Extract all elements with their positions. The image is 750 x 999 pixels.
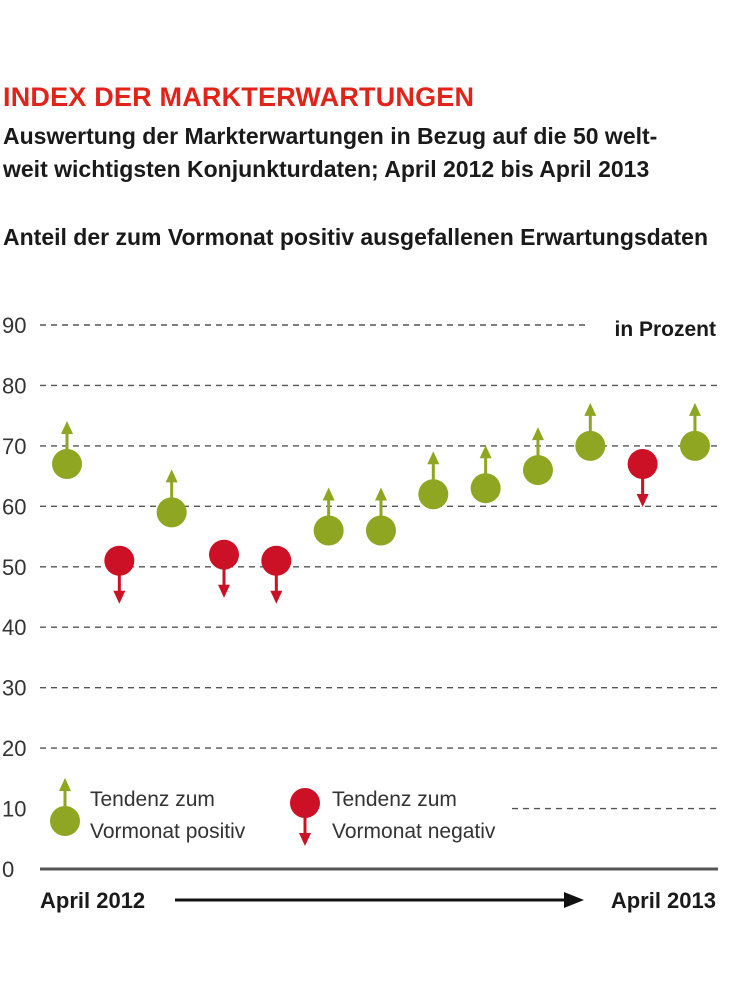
chart-subtitle-line1: Auswertung der Markterwartungen in Bezug… [3, 123, 658, 149]
data-point-group [313, 487, 344, 546]
grid-layer [40, 324, 718, 810]
data-point [52, 449, 82, 480]
data-point [156, 497, 187, 528]
data-point-group [261, 545, 292, 604]
chart-subtitle: Auswertung der Markterwartungen in Bezug… [3, 120, 747, 186]
data-point [261, 545, 292, 576]
data-point [575, 430, 606, 461]
tendency-arrow-up [688, 402, 701, 416]
y-tick-label: 40 [2, 615, 26, 640]
tendency-arrow-down [299, 833, 311, 846]
unit-label: in Prozent [614, 318, 716, 341]
tendency-arrow-up [322, 487, 335, 501]
x-end-label: April 2013 [611, 888, 716, 913]
y-tick-label: 10 [2, 797, 26, 822]
y-tick-label: 90 [2, 313, 26, 338]
data-points [52, 402, 710, 604]
tendency-arrow-up [59, 778, 71, 791]
y-tick-label: 30 [2, 676, 26, 701]
tendency-arrow-up [165, 469, 178, 483]
chart-title: INDEX DER MARKTERWARTUNGEN [3, 82, 475, 112]
y-tick-label: 20 [2, 736, 26, 761]
y-tick-label: 60 [2, 494, 26, 519]
tendency-arrow-down [217, 584, 230, 598]
data-point [313, 515, 344, 546]
data-point [208, 539, 239, 570]
data-point [522, 455, 553, 486]
data-point-group [627, 449, 658, 508]
tendency-arrow-up [427, 451, 440, 465]
y-tick-label: 0 [2, 857, 14, 882]
legend-negative-marker [290, 788, 320, 846]
tendency-arrow-up [479, 445, 492, 459]
legend-positive-label-line2: Vormonat positiv [90, 820, 246, 843]
tendency-arrow-up [61, 421, 73, 435]
legend-positive-label-line1: Tendenz zum [90, 788, 215, 811]
y-tick-label: 70 [2, 434, 26, 459]
data-point [50, 806, 80, 836]
y-tick-label: 50 [2, 555, 26, 580]
legend-negative-label-line1: Tendenz zum [332, 788, 457, 811]
data-point-group [365, 487, 396, 546]
data-point [679, 430, 710, 461]
data-point-group [522, 427, 553, 486]
data-point-group [575, 402, 606, 461]
tendency-arrow-up [374, 487, 387, 501]
data-point-group [156, 469, 187, 528]
data-point [365, 515, 396, 546]
x-start-label: April 2012 [40, 888, 145, 913]
legend-positive-marker [50, 778, 80, 836]
timeline-arrow [175, 892, 584, 908]
data-point-group [208, 539, 239, 598]
data-point [627, 449, 658, 480]
data-point [290, 788, 320, 818]
tendency-arrow-down [270, 590, 283, 604]
data-point-group [52, 421, 82, 480]
y-axis-ticks: 0 10 20 30 40 50 60 70 80 90 [2, 313, 26, 882]
chart-heading: Anteil der zum Vormonat positiv ausgefal… [3, 224, 709, 250]
tendency-arrow-up [584, 402, 597, 416]
data-point-group [418, 451, 449, 510]
chart-subtitle-line2: weit wichtigsten Konjunkturdaten; April … [3, 156, 650, 182]
tendency-arrow-down [113, 590, 126, 604]
y-tick-label: 80 [2, 373, 26, 398]
tendency-arrow-down [636, 494, 649, 508]
data-point-group [470, 445, 501, 504]
data-point-group [104, 545, 135, 604]
legend-negative-label-line2: Vormonat negativ [332, 820, 496, 843]
data-point [104, 545, 135, 576]
timeline-arrow-head [564, 892, 584, 908]
data-point [470, 473, 501, 504]
tendency-arrow-up [531, 427, 544, 441]
data-point-group [679, 402, 710, 461]
legend: Tendenz zum Vormonat positiv Tendenz zum… [50, 778, 496, 846]
data-point [418, 479, 449, 510]
